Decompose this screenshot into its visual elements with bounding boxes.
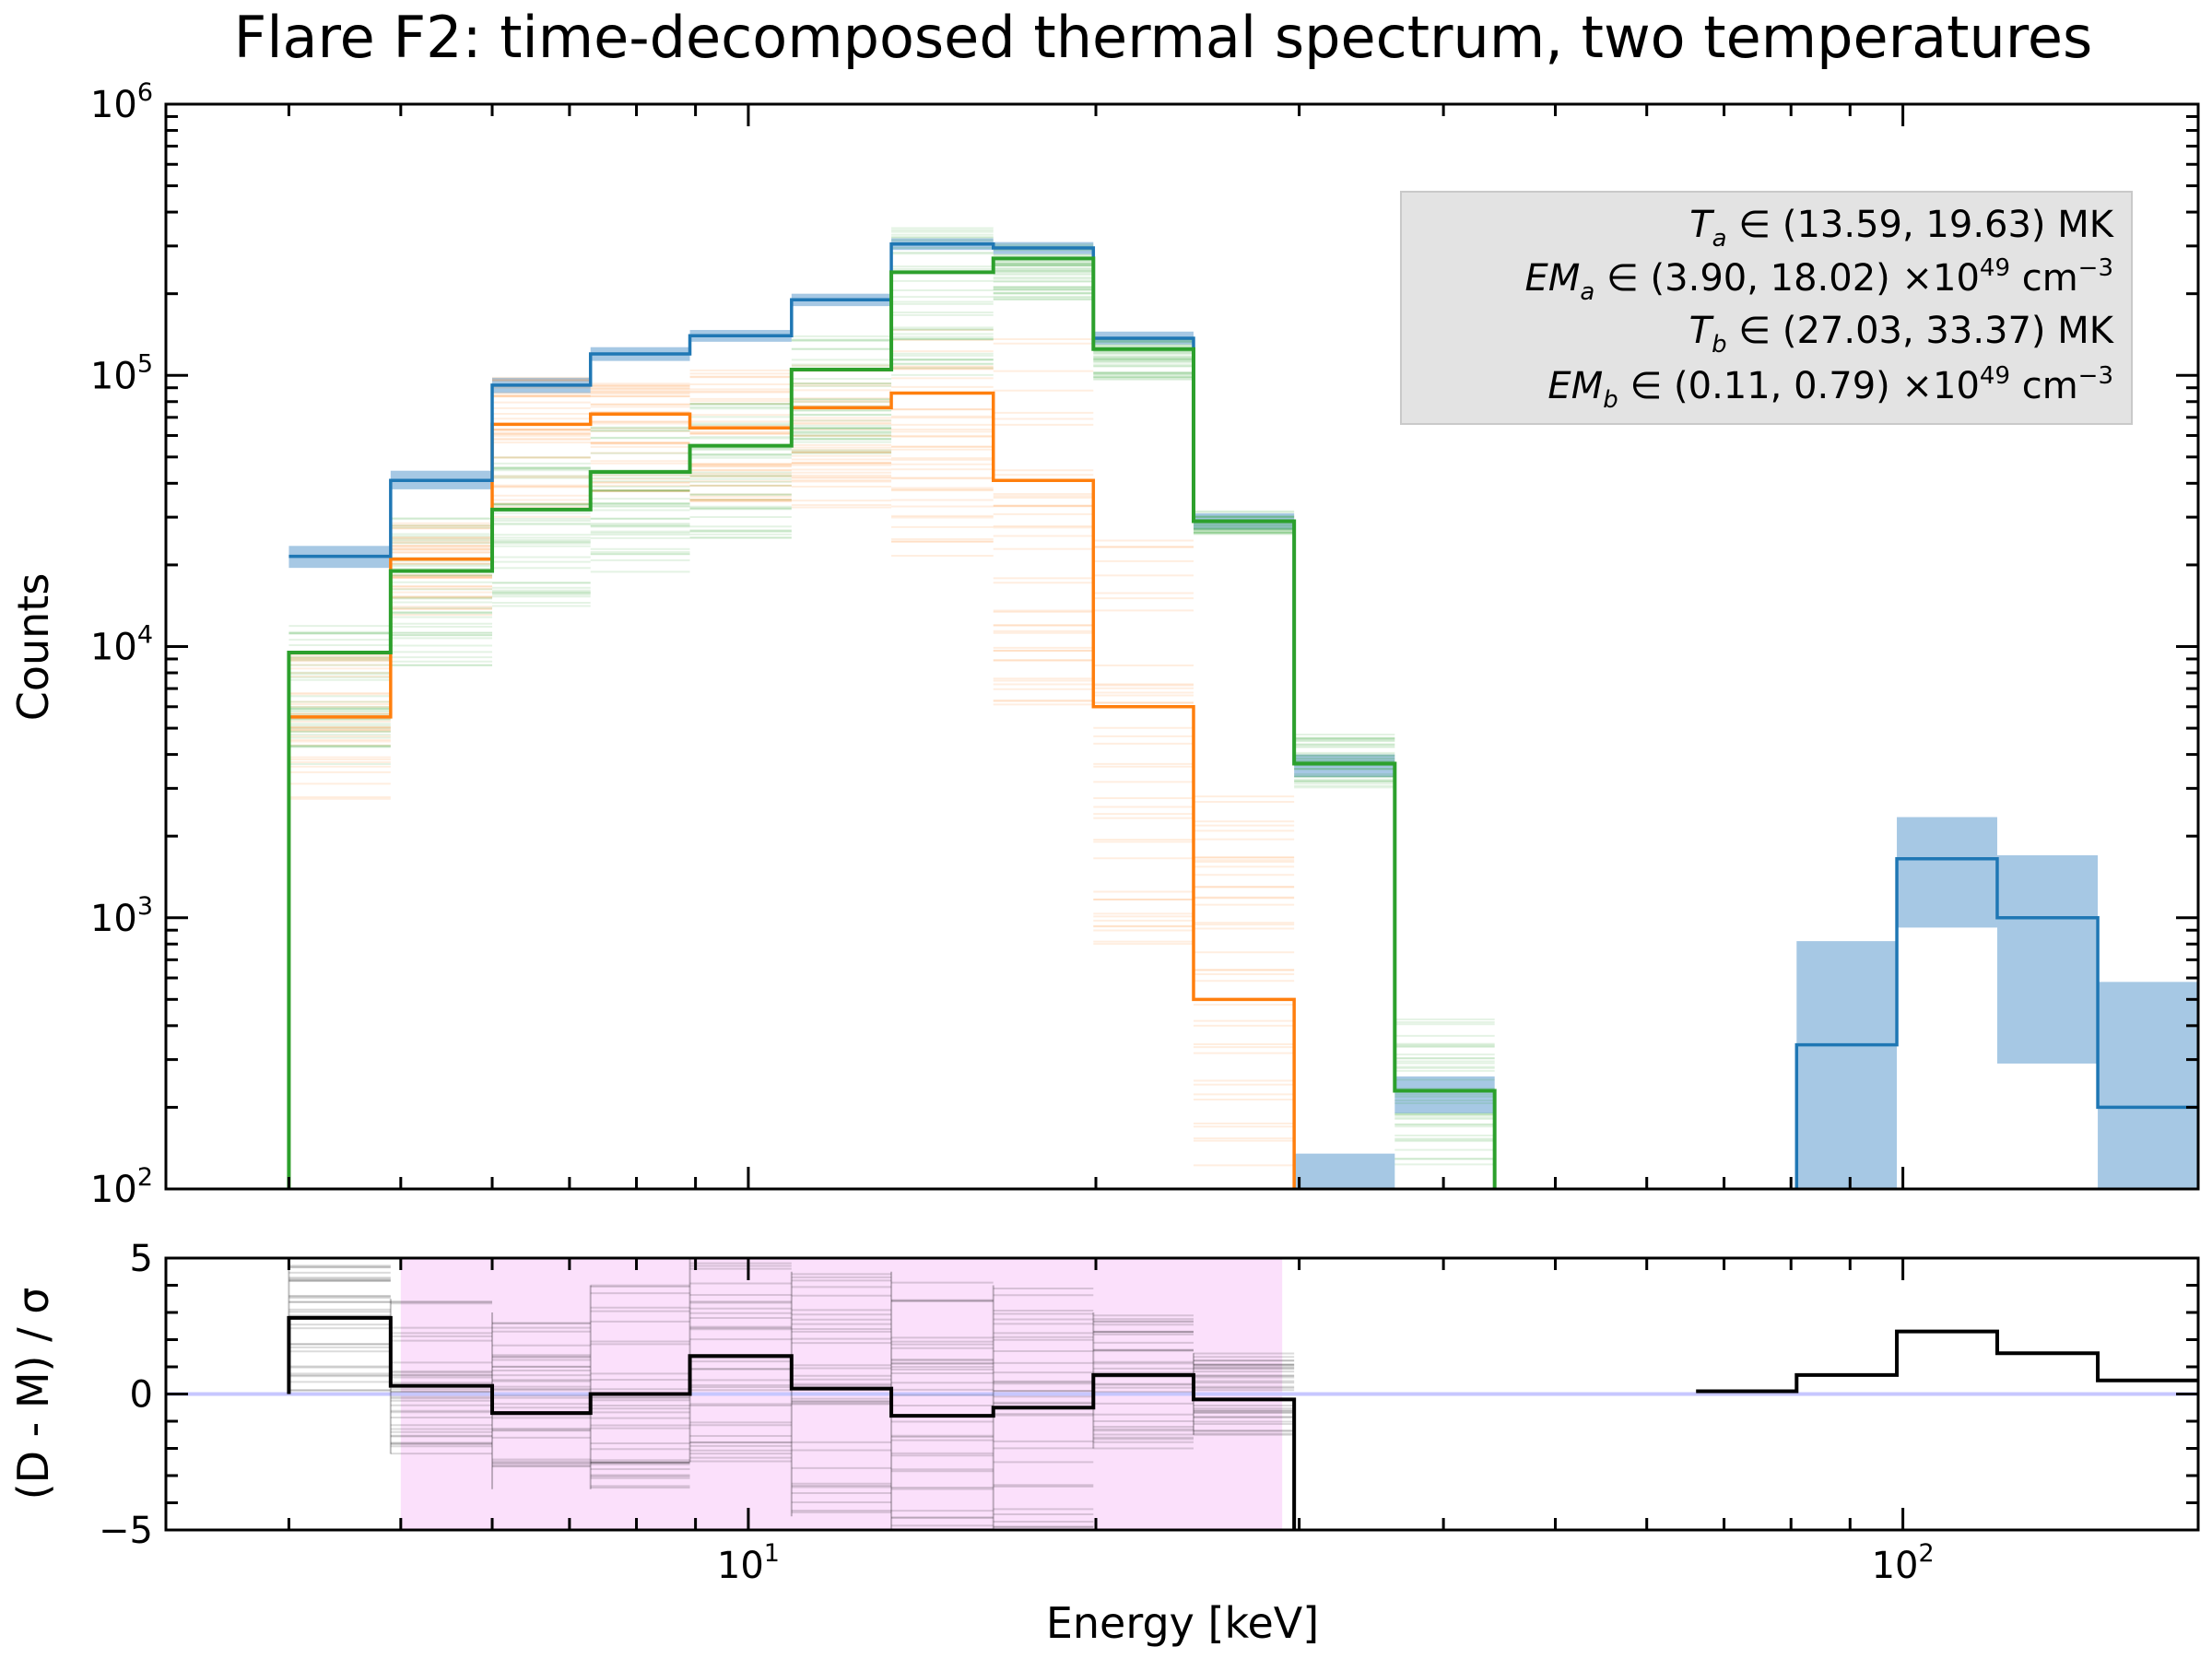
legend-symbol: T xyxy=(1689,204,1715,246)
residual-tick-label: 0 xyxy=(130,1374,153,1417)
tick-base: 10 xyxy=(90,627,137,669)
legend-text: ∈ (3.90, 18.02) ×10 xyxy=(1594,257,1980,300)
y-axis-label-counts: Counts xyxy=(8,573,58,722)
spectrum-panel xyxy=(164,102,2200,1191)
tick-exponent: 4 xyxy=(137,621,153,650)
legend-symbol: EM xyxy=(1547,365,1603,407)
residual-frame xyxy=(164,1256,2200,1532)
legend-subscript: a xyxy=(1712,225,1727,253)
legend-entry-ema: EMa ∈ (3.90, 18.02) ×1049 cm−3 xyxy=(1525,254,2113,306)
legend-unit: cm xyxy=(2010,365,2078,407)
legend-text: ∈ (13.59, 19.63) MK xyxy=(1727,204,2115,246)
residual-data xyxy=(166,1258,2198,1530)
total-line-high-energy xyxy=(1794,857,2198,1189)
legend-unit-superscript: −3 xyxy=(2078,362,2113,390)
legend-symbol: EM xyxy=(1525,257,1581,300)
x-tick-label: 102 xyxy=(1872,1539,1935,1587)
x-axis-label: Energy [keV] xyxy=(1046,1598,1319,1648)
spectrum-data xyxy=(287,227,2198,1189)
tick-base: 10 xyxy=(717,1545,764,1587)
total-band-bin xyxy=(1294,754,1395,778)
legend-entry-ta: Ta ∈ (13.59, 19.63) MK xyxy=(1689,204,2115,253)
parameter-legend: Ta ∈ (13.59, 19.63) MK EMa ∈ (3.90, 18.0… xyxy=(1400,191,2133,425)
tick-base: 10 xyxy=(90,84,137,126)
legend-box xyxy=(1400,191,2133,425)
legend-unit-superscript: −3 xyxy=(2078,254,2113,282)
legend-text: ∈ (27.03, 33.37) MK xyxy=(1727,310,2115,352)
tick-base: 10 xyxy=(90,1169,137,1211)
tick-exponent: 5 xyxy=(137,349,153,378)
x-tick-label: 101 xyxy=(717,1539,780,1587)
tick-base: 10 xyxy=(90,355,137,397)
component-b-line xyxy=(287,391,1296,1189)
y-tick-label: 103 xyxy=(90,892,153,940)
component-a-line xyxy=(287,256,1497,1189)
legend-superscript: 49 xyxy=(1980,254,2010,282)
y-axis-label-residual: (D - M) / σ xyxy=(8,1288,58,1500)
spectrum-frame xyxy=(164,102,2200,1191)
residual-line-high-energy xyxy=(1696,1329,2198,1394)
total-band-bin xyxy=(1996,854,2099,1064)
tick-exponent: 6 xyxy=(137,78,153,107)
legend-superscript: 49 xyxy=(1980,362,2010,390)
spectrum-ticks xyxy=(166,102,2198,1191)
tick-exponent: 2 xyxy=(1918,1539,1934,1568)
tick-base: 10 xyxy=(1872,1545,1919,1587)
total-band-bin xyxy=(1394,1076,1495,1113)
tick-exponent: 1 xyxy=(764,1539,780,1568)
residual-tick-label: 5 xyxy=(130,1238,153,1280)
legend-text: ∈ (0.11, 0.79) ×10 xyxy=(1618,365,1980,407)
residual-panel xyxy=(164,1256,2200,1532)
total-band-bin xyxy=(1294,1153,1395,1189)
total-band-bin xyxy=(1897,817,1997,928)
residual-tick-label: −5 xyxy=(99,1510,153,1552)
legend-subscript: b xyxy=(1712,331,1727,359)
tick-exponent: 2 xyxy=(137,1163,153,1192)
y-tick-label: 105 xyxy=(90,349,153,397)
total-band-bin xyxy=(1796,941,1898,1189)
y-tick-label: 104 xyxy=(90,621,153,669)
legend-entry-tb: Tb ∈ (27.03, 33.37) MK xyxy=(1689,310,2115,359)
legend-entry-emb: EMb ∈ (0.11, 0.79) ×1049 cm−3 xyxy=(1547,362,2113,414)
y-tick-label: 102 xyxy=(90,1163,153,1211)
legend-symbol: T xyxy=(1689,310,1715,352)
tick-exponent: 3 xyxy=(137,892,153,921)
tick-base: 10 xyxy=(90,898,137,940)
legend-subscript: b xyxy=(1603,386,1618,414)
chart-title: Flare F2: time-decomposed thermal spectr… xyxy=(234,4,2093,71)
y-tick-label: 106 xyxy=(90,78,153,126)
residual-line xyxy=(287,1315,1297,1530)
legend-unit: cm xyxy=(2010,257,2078,300)
total-band-bin xyxy=(2098,982,2198,1189)
legend-subscript: a xyxy=(1580,278,1594,306)
